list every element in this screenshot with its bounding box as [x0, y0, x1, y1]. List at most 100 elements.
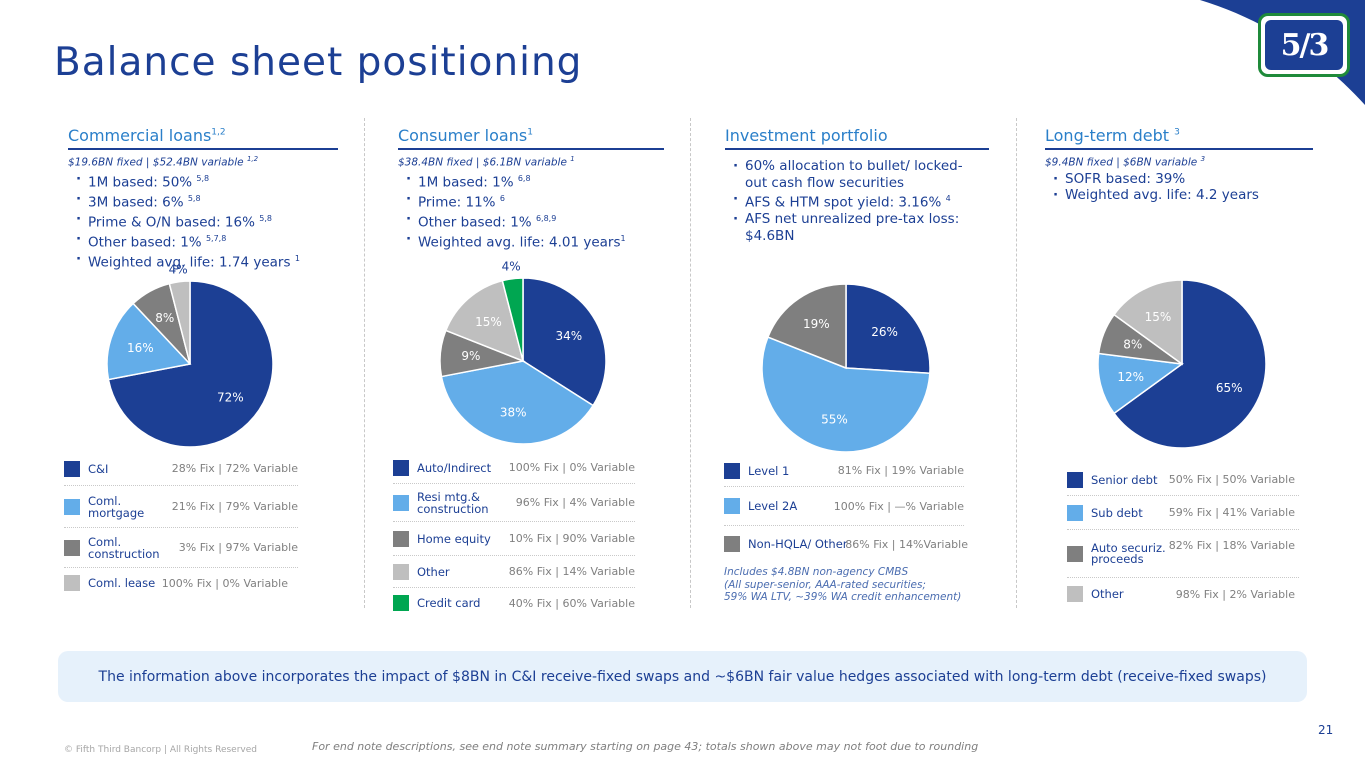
legend-row-auto-indirect: Auto/Indirect 100% Fix | 0% Variable	[393, 452, 635, 484]
commercial-legend: C&I 28% Fix | 72% Variable Coml. mortgag…	[64, 452, 298, 598]
legend-swatch	[64, 539, 80, 556]
legend-swatch	[64, 498, 80, 515]
pie-label-coml-mortgage: 16%	[127, 341, 154, 355]
pie-label-c-i: 72%	[217, 390, 244, 404]
long-term-debt-title: Long-term debt 3	[1045, 124, 1313, 150]
consumer-loans-title: Consumer loans1	[398, 124, 664, 150]
legend-swatch	[393, 563, 409, 580]
pie-label-non-hqla-other: 19%	[803, 317, 830, 331]
bullet-item: 1M based: 50% 5,8	[76, 171, 338, 191]
legend-swatch	[1067, 545, 1083, 562]
pie-slice-other	[444, 279, 525, 363]
consumer-legend: Auto/Indirect 100% Fix | 0% Variable Res…	[393, 452, 635, 618]
long-term-debt-pie-chart: 65% 12% 8%15%	[1097, 279, 1267, 449]
pie-label-other: 15%	[1145, 310, 1172, 324]
legend-swatch	[1067, 504, 1083, 521]
legend-swatch	[724, 462, 740, 479]
column-divider	[364, 118, 365, 608]
bullet-item: Prime & O/N based: 16% 5,8	[76, 211, 338, 231]
legend-row-senior-debt: Senior debt 50% Fix | 50% Variable	[1067, 464, 1299, 496]
legend-row-other: Other 86% Fix | 14% Variable	[393, 556, 635, 588]
pie-label-level-1: 26%	[871, 325, 898, 339]
legend-row-credit-card: Credit card 40% Fix | 60% Variable	[393, 588, 635, 618]
legend-row-home-equity: Home equity 10% Fix | 90% Variable	[393, 522, 635, 556]
pie-label-coml-lease: 4%	[169, 263, 188, 277]
investment-portfolio-pie-chart: 26% 55% 19%	[761, 283, 931, 453]
bullet-item: AFS net unrealized pre-tax loss: $4.6BN	[733, 211, 973, 244]
bullet-item: 1M based: 1% 6,8	[406, 171, 664, 191]
pie-label-senior-debt: 65%	[1216, 381, 1243, 395]
pie-label-coml-construction: 8%	[155, 311, 174, 325]
bullet-item: AFS & HTM spot yield: 3.16% 4	[733, 191, 973, 211]
pie-label-other: 15%	[475, 315, 502, 329]
pie-slice-senior-debt	[1112, 279, 1267, 449]
pie-label-home-equity: 9%	[461, 349, 480, 363]
pie-label-resi-mtg-construction: 38%	[500, 405, 527, 419]
pie-slice-level-2a	[761, 336, 931, 453]
legend-row-coml-mortgage: Coml. mortgage 21% Fix | 79% Variable	[64, 486, 298, 528]
consumer-fixed-variable: $38.4BN fixed | $6.1BN variable 1	[398, 155, 575, 169]
page-number: 21	[1318, 723, 1334, 737]
legend-row-c-and-i: C&I 28% Fix | 72% Variable	[64, 452, 298, 486]
bullet-item: Prime: 11% 6	[406, 191, 664, 211]
column-divider	[690, 118, 691, 608]
debt-fixed-variable: $9.4BN fixed | $6BN variable 3	[1045, 155, 1206, 169]
legend-row-level-2a: Level 2A 100% Fix | —% Variable	[724, 487, 964, 526]
page-title: Balance sheet positioning	[54, 40, 583, 85]
pie-slice-sub-debt	[1097, 352, 1184, 415]
pie-label-auto-indirect: 34%	[555, 329, 582, 343]
pie-slice-other	[1112, 279, 1183, 366]
legend-row-debt-other: Other 98% Fix | 2% Variable	[1067, 578, 1299, 610]
copyright: © Fifth Third Bancorp | All Rights Reser…	[64, 745, 257, 755]
legend-swatch	[64, 575, 80, 591]
commercial-loans-title: Commercial loans1,2	[68, 124, 338, 150]
pie-label-sub-debt: 12%	[1117, 370, 1144, 384]
end-note-footnote: For end note descriptions, see end note …	[312, 740, 979, 753]
bullet-item: Weighted avg. life: 4.2 years	[1053, 187, 1313, 204]
pie-label-credit-card: 4%	[502, 260, 521, 274]
pie-slice-coml-mortgage	[106, 302, 192, 381]
pie-slice-non-hqla-other	[766, 283, 847, 370]
bullet-item: 3M based: 6% 5,8	[76, 191, 338, 211]
legend-row-non-hqla: Non-HQLA/ Other 86% Fix | 14%Variable	[724, 526, 968, 562]
pie-label-auto-securiz-proceeds: 8%	[1123, 338, 1142, 352]
investment-portfolio-title: Investment portfolio	[725, 124, 989, 150]
legend-row-auto-securiz: Auto securiz. proceeds 82% Fix | 18% Var…	[1067, 530, 1299, 578]
note-line: 59% WA LTV, ~39% WA credit enhancement)	[724, 591, 962, 603]
commercial-loans-section: Commercial loans1,2 $19.6BN fixed | $52.…	[68, 124, 338, 271]
fifth-third-logo: 5/3	[1258, 13, 1350, 77]
consumer-loans-pie-chart: 34% 38% 9% 15% 4%	[439, 260, 607, 445]
legend-row-coml-lease: Coml. lease 100% Fix | 0% Variable	[64, 568, 298, 598]
pie-slice-level-1	[845, 283, 931, 375]
legend-swatch	[64, 460, 80, 477]
legend-swatch	[393, 595, 409, 611]
pie-label-level-2a: 55%	[821, 413, 848, 427]
legend-swatch	[1067, 471, 1083, 488]
investment-bullets: 60% allocation to bullet/ locked-out cas…	[733, 158, 973, 244]
commercial-loans-pie-chart: 72% 16% 8% 4%	[106, 263, 274, 448]
bullet-item: Weighted avg. life: 4.01 years1	[406, 231, 664, 251]
pie-slice-resi-mtg-construction	[440, 360, 595, 445]
cmbs-note: Includes $4.8BN non-agency CMBS (All sup…	[724, 566, 961, 604]
debt-bullets: SOFR based: 39% Weighted avg. life: 4.2 …	[1053, 171, 1313, 204]
consumer-loans-section: Consumer loans1 $38.4BN fixed | $6.1BN v…	[398, 124, 664, 251]
legend-swatch	[724, 498, 740, 514]
debt-legend: Senior debt 50% Fix | 50% Variable Sub d…	[1067, 464, 1299, 610]
bullet-item: Weighted avg. life: 1.74 years 1	[76, 251, 338, 271]
legend-swatch	[393, 459, 409, 476]
legend-row-level-1: Level 1 81% Fix | 19% Variable	[724, 455, 964, 487]
legend-swatch	[1067, 586, 1083, 602]
bullet-item: SOFR based: 39%	[1053, 171, 1313, 188]
consumer-bullets: 1M based: 1% 6,8 Prime: 11% 6 Other base…	[406, 171, 664, 251]
legend-swatch	[393, 530, 409, 547]
commercial-fixed-variable: $19.6BN fixed | $52.4BN variable 1,2	[68, 155, 259, 169]
legend-swatch	[393, 494, 409, 511]
bullet-item: Other based: 1% 6,8,9	[406, 211, 664, 231]
investment-portfolio-section: Investment portfolio 60% allocation to b…	[725, 124, 989, 244]
legend-row-resi-mtg: Resi mtg.& construction 96% Fix | 4% Var…	[393, 484, 635, 522]
bullet-item: 60% allocation to bullet/ locked-out cas…	[733, 158, 973, 191]
commercial-bullets: 1M based: 50% 5,8 3M based: 6% 5,8 Prime…	[76, 171, 338, 271]
long-term-debt-section: Long-term debt 3 $9.4BN fixed | $6BN var…	[1045, 124, 1313, 204]
legend-row-coml-construction: Coml. construction 3% Fix | 97% Variable	[64, 528, 298, 568]
bullet-item: Other based: 1% 5,7,8	[76, 231, 338, 251]
